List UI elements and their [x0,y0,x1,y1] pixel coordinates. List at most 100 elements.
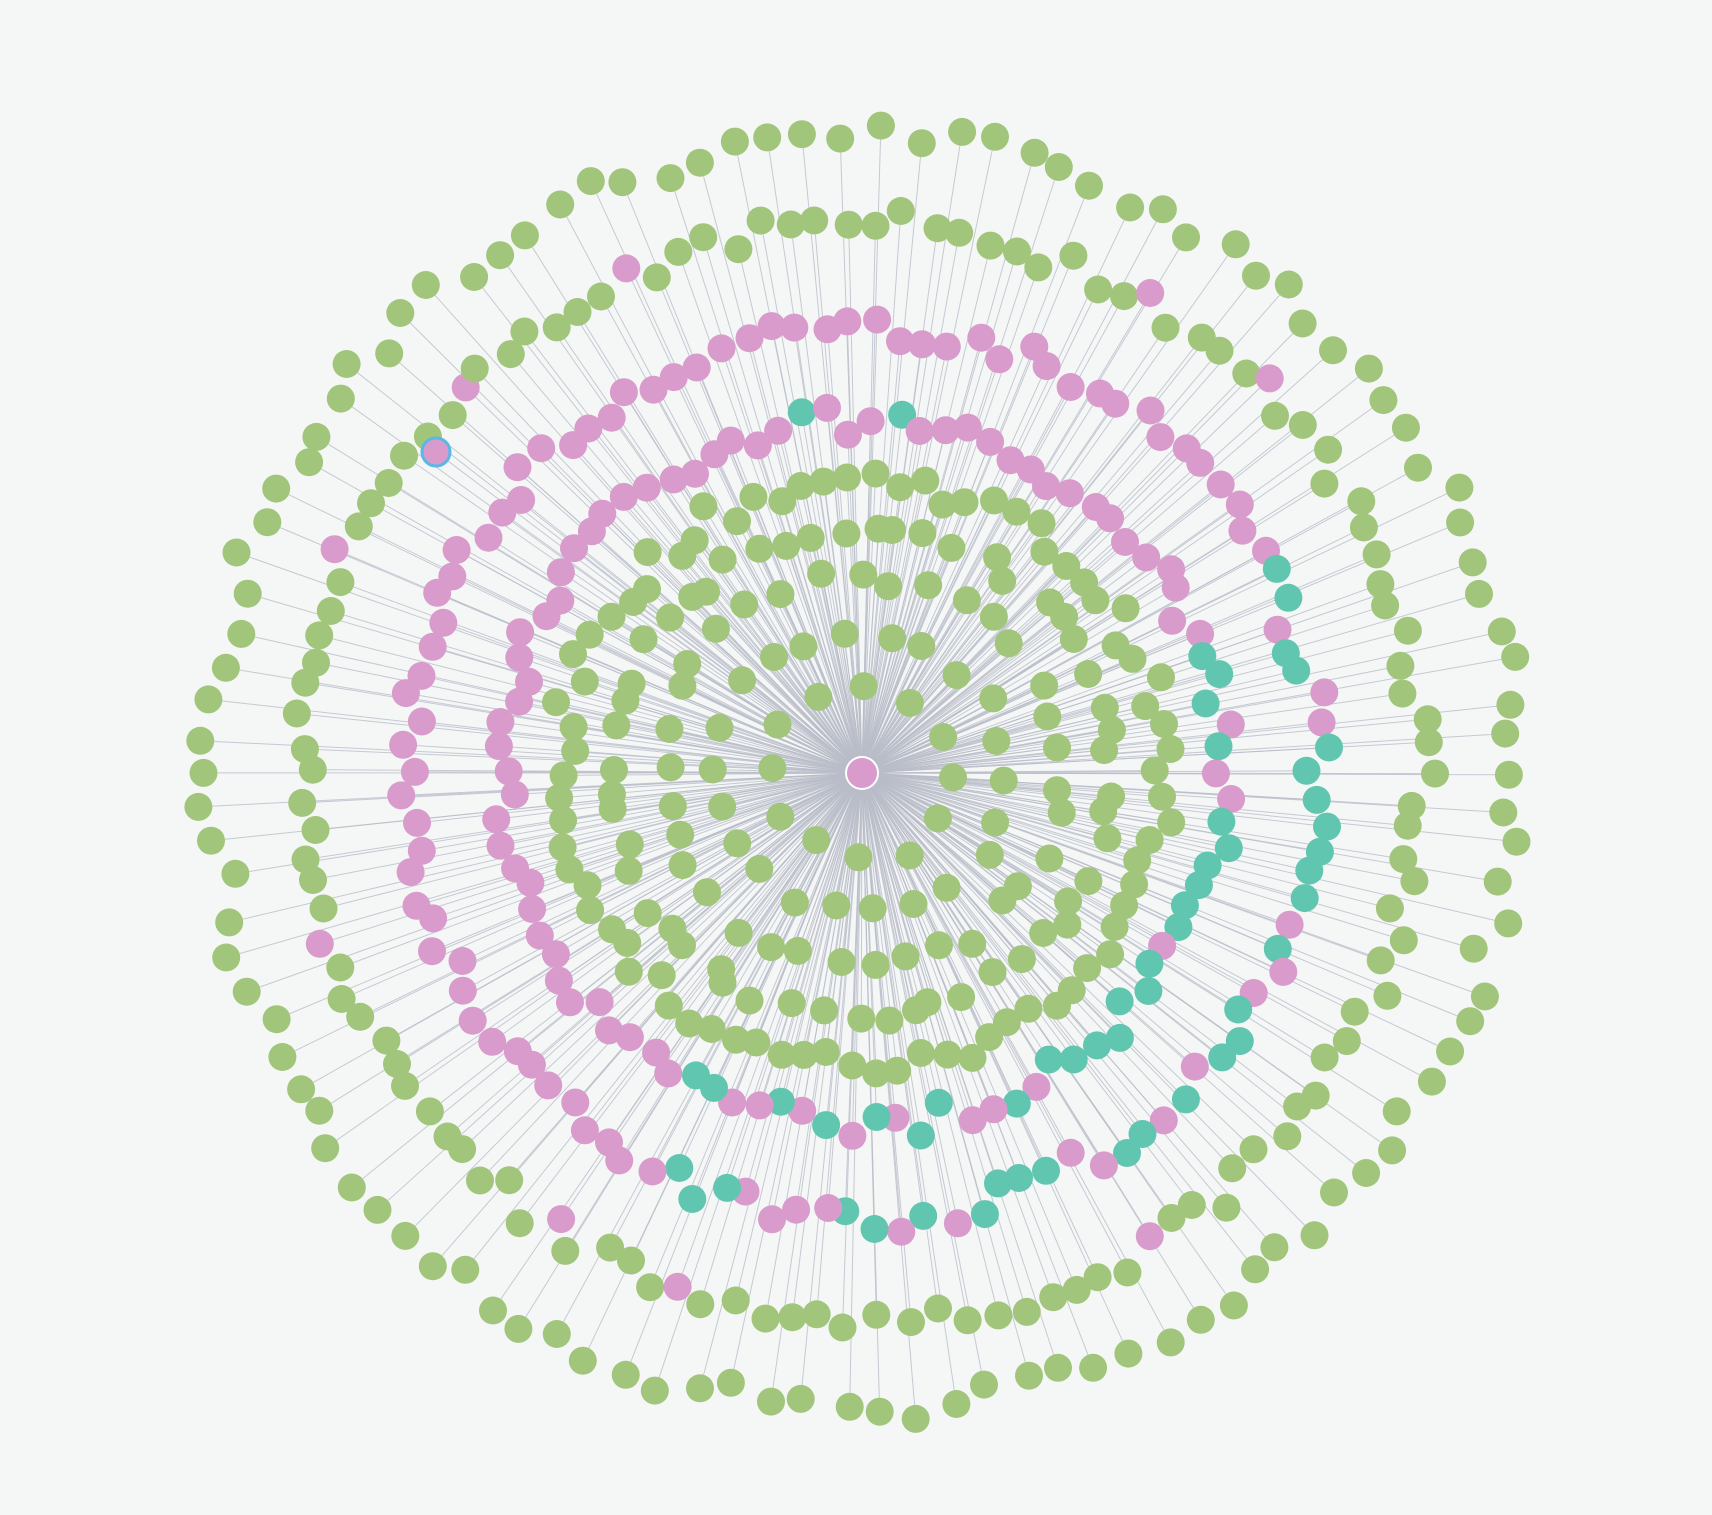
graph-node-green[interactable] [979,684,1008,713]
graph-node-green[interactable] [1393,811,1422,840]
graph-node-green[interactable] [563,298,592,326]
graph-node-green[interactable] [602,711,631,740]
graph-node-teal[interactable] [1188,642,1217,671]
graph-node-green[interactable] [692,577,720,606]
graph-node-pink[interactable] [1089,1151,1118,1180]
graph-node-green[interactable] [701,614,730,643]
graph-node-green[interactable] [1288,309,1317,338]
graph-node-pink[interactable] [979,1095,1008,1124]
graph-node-green[interactable] [705,713,734,742]
graph-node-green[interactable] [374,469,403,497]
graph-node-green[interactable] [1135,826,1164,854]
graph-node-green[interactable] [978,958,1007,987]
graph-node-green[interactable] [724,918,753,947]
graph-node-green[interactable] [1362,540,1391,569]
graph-node-green[interactable] [268,1043,297,1071]
graph-node-green[interactable] [1446,508,1475,537]
graph-node-green[interactable] [866,111,895,140]
graph-node-green[interactable] [301,816,330,844]
graph-node-green[interactable] [1047,798,1076,827]
graph-node-green[interactable] [830,619,859,648]
graph-node-green[interactable] [947,983,976,1012]
graph-node-green[interactable] [222,538,251,567]
graph-node-green[interactable] [1012,1297,1041,1326]
graph-node-pink[interactable] [659,465,688,494]
graph-node-green[interactable] [1151,313,1180,342]
graph-node-green[interactable] [642,263,671,292]
graph-node-green[interactable] [1035,844,1064,873]
graph-node-green[interactable] [1079,1353,1108,1382]
graph-node-green[interactable] [326,568,355,597]
graph-node-green[interactable] [542,313,571,342]
graph-node-pink[interactable] [681,459,709,488]
graph-node-green[interactable] [907,632,936,660]
graph-node-teal[interactable] [1032,1156,1060,1185]
graph-node-green[interactable] [1489,798,1518,827]
graph-node-green[interactable] [928,490,957,519]
graph-node-pink[interactable] [478,1027,507,1056]
graph-node-green[interactable] [1039,1283,1068,1312]
graph-node-pink[interactable] [1136,396,1165,425]
graph-node-pink[interactable] [814,1194,843,1222]
graph-node-green[interactable] [1273,1122,1302,1151]
graph-node-green[interactable] [262,1005,291,1034]
graph-node-green[interactable] [942,1390,971,1418]
graph-node-green[interactable] [766,580,795,609]
graph-node-green[interactable] [346,1002,375,1031]
graph-node-green[interactable] [937,533,966,562]
graph-node-green[interactable] [197,826,225,855]
graph-node-teal[interactable] [682,1061,710,1090]
graph-node-green[interactable] [614,856,643,885]
graph-node-green[interactable] [778,1303,807,1332]
graph-node-green[interactable] [923,214,952,243]
graph-node-green[interactable] [766,802,795,831]
graph-node-green[interactable] [724,235,753,264]
graph-node-pink[interactable] [1201,759,1230,788]
graph-node-green[interactable] [1110,282,1138,311]
graph-node-green[interactable] [878,516,907,544]
graph-node-green[interactable] [891,942,920,971]
graph-node-green[interactable] [689,223,718,252]
graph-node-green[interactable] [720,127,749,156]
graph-node-teal[interactable] [1105,987,1134,1016]
graph-node-green[interactable] [633,899,662,928]
graph-node-green[interactable] [970,1370,998,1399]
graph-node-green[interactable] [861,459,890,488]
graph-node-pink[interactable] [1206,470,1235,499]
graph-node-green[interactable] [1349,513,1378,542]
graph-node-pink[interactable] [833,307,862,336]
graph-node-green[interactable] [344,512,373,541]
graph-node-green[interactable] [363,1195,392,1224]
graph-node-green[interactable] [1110,891,1139,920]
graph-node-pink[interactable] [534,1071,563,1100]
graph-node-green[interactable] [282,699,311,728]
graph-node-pink[interactable] [1101,389,1130,418]
graph-node-green[interactable] [826,124,855,153]
graph-node-pink[interactable] [1158,606,1187,635]
graph-node-pink[interactable] [544,966,573,995]
graph-node-green[interactable] [1043,776,1071,805]
graph-node-green[interactable] [1347,487,1376,516]
graph-node-green[interactable] [576,896,605,925]
graph-node-green[interactable] [505,1209,534,1238]
graph-node-pink[interactable] [639,375,668,404]
graph-node-pink[interactable] [638,1157,667,1186]
graph-node-green[interactable] [875,1006,904,1035]
graph-node-teal[interactable] [1034,1045,1063,1074]
graph-node-green[interactable] [189,758,218,787]
graph-node-green[interactable] [698,755,727,784]
graph-node-green[interactable] [1033,702,1062,731]
graph-node-pink[interactable] [418,937,446,966]
graph-node-pink[interactable] [833,420,862,449]
graph-node-pink[interactable] [1055,479,1084,508]
graph-node-green[interactable] [908,519,937,548]
graph-node-green[interactable] [686,1290,715,1319]
graph-node-green[interactable] [1044,153,1073,181]
graph-node-green[interactable] [575,620,604,649]
graph-node-teal[interactable] [924,1088,953,1117]
graph-node-green[interactable] [664,237,693,266]
graph-node-green[interactable] [753,123,782,152]
graph-node-green[interactable] [722,1025,750,1054]
graph-node-green[interactable] [1502,827,1531,856]
graph-node-pink[interactable] [953,413,982,442]
